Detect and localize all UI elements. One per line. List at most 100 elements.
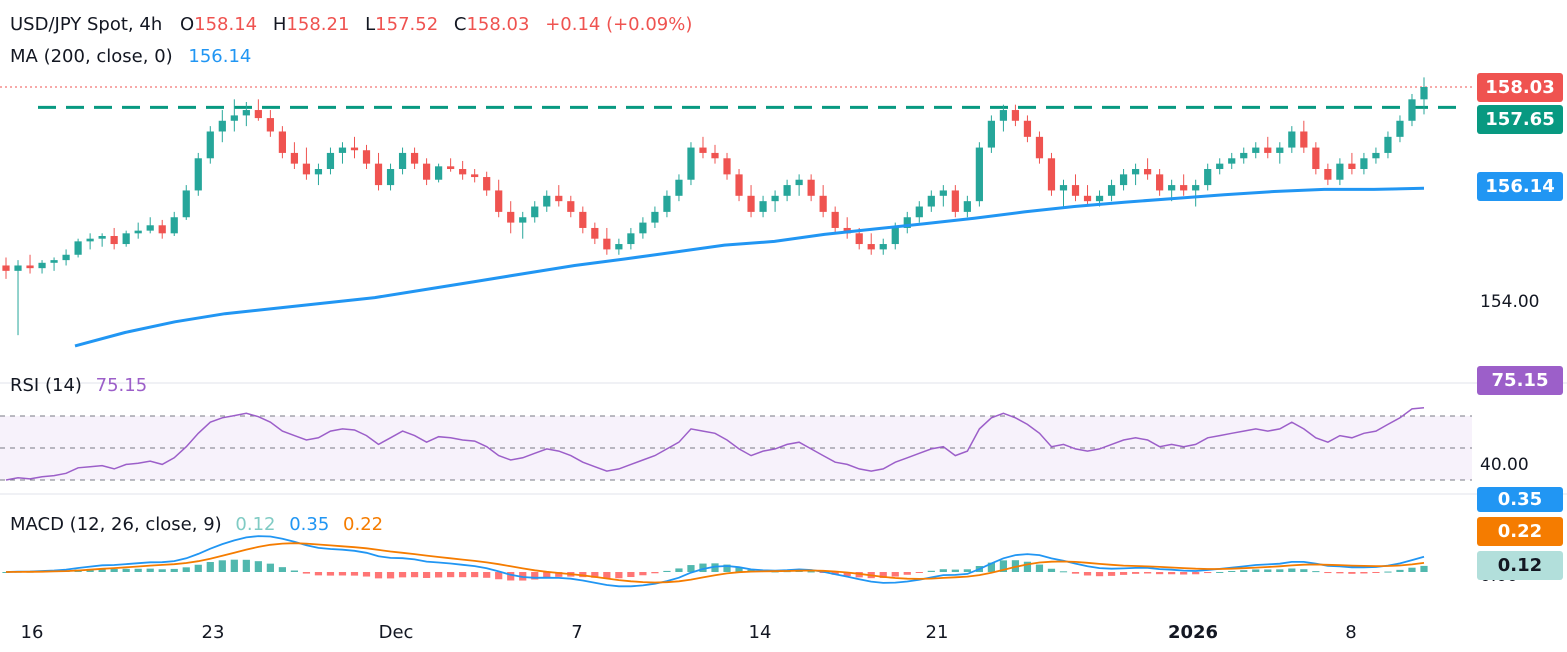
candle-body (398, 152, 407, 170)
macd-histogram-bar (218, 560, 226, 572)
macd-histogram-bar (675, 568, 683, 572)
macd-histogram-bar (374, 572, 383, 579)
candle-body (459, 169, 467, 175)
macd-label: MACD (12, 26, close, 9) (10, 514, 222, 535)
candle-body (62, 254, 70, 261)
x-axis-label: 8 (1345, 622, 1357, 643)
candle-body (1071, 185, 1080, 196)
candle-body (495, 190, 503, 212)
macd-histogram-bar (471, 572, 479, 578)
macd-histogram-bar (615, 572, 623, 579)
candle-body (1168, 185, 1176, 191)
candle-body (567, 201, 575, 212)
macd-histogram-bar (1240, 570, 1248, 572)
macd-line (5, 535, 1425, 588)
macd-histogram-bar (723, 564, 731, 572)
macd-histogram-bar (362, 572, 371, 577)
candle-body (266, 118, 274, 132)
candle-body (26, 265, 34, 269)
candle-body (302, 163, 311, 175)
candle-body (891, 227, 899, 245)
macd-histogram-bar (963, 569, 971, 572)
macd-histogram-bar (879, 572, 887, 579)
candle-body (579, 211, 587, 228)
macd-histogram-bar (1336, 572, 1344, 574)
rsi-label: RSI (14) (10, 375, 82, 396)
open-value: 158.14 (194, 14, 258, 35)
candle-body (410, 152, 419, 164)
macd-histogram-bar (1107, 572, 1116, 576)
candle-body (1348, 163, 1356, 170)
candle-body (50, 260, 58, 263)
macd-histogram-bar (555, 572, 563, 577)
candle-body (1264, 147, 1272, 153)
macd-histogram-bar (1216, 571, 1224, 573)
macd-histogram-bar (1156, 572, 1164, 575)
candle-body (386, 169, 395, 186)
macd-histogram-bar (987, 562, 995, 572)
candle-body (1372, 152, 1380, 159)
macd-histogram-bar (1047, 568, 1056, 572)
candle-body (290, 152, 299, 164)
macd-histogram-bar (146, 568, 154, 572)
candle-body (663, 195, 671, 212)
candle-body (543, 195, 551, 207)
candle-body (134, 230, 142, 234)
macd-histogram-bar (410, 572, 419, 578)
candle-body (230, 115, 238, 121)
macd-histogram-bar (807, 571, 815, 573)
macd-histogram-bar (735, 567, 743, 572)
macd-histogram-bar (170, 568, 178, 572)
candle-body (939, 190, 947, 196)
macd-histogram-bar (483, 572, 491, 578)
candle-body (471, 174, 479, 178)
candle-body (86, 238, 94, 242)
macd-hist-tag: 0.12 (1477, 551, 1563, 580)
candle-body (483, 177, 491, 191)
macd-histogram-bar (1144, 572, 1152, 574)
candle-body (963, 201, 971, 212)
ma-value: 156.14 (188, 46, 252, 67)
candle-body (735, 174, 743, 196)
candle-body (194, 158, 202, 191)
candle-body (1384, 136, 1392, 153)
macd-histogram-bar (230, 559, 238, 572)
high-label: H (272, 14, 287, 35)
candle-body (1240, 152, 1248, 159)
macd-histogram-bar (1252, 569, 1260, 572)
candle-body (651, 211, 659, 223)
macd-histogram-bar (134, 568, 142, 572)
candle-body (1119, 174, 1128, 186)
ma-price-tag: 156.14 (1477, 172, 1563, 201)
x-axis-label: 2026 (1167, 622, 1219, 643)
macd-histogram-bar (98, 568, 106, 572)
candle-body (711, 152, 719, 159)
rsi-band (0, 416, 1472, 480)
candle-body (999, 110, 1008, 121)
macd-histogram-bar (122, 568, 130, 572)
candle-body (14, 265, 22, 271)
candle-body (254, 110, 262, 119)
candle-body (278, 131, 286, 153)
candle-body (1324, 169, 1332, 180)
rsi-tick-40: 40.00 (1480, 455, 1529, 475)
macd-histogram-bar (158, 569, 166, 572)
macd-histogram-bar (314, 572, 323, 576)
x-axis-label: 14 (748, 622, 772, 643)
candle-body (447, 166, 455, 170)
macd-histogram-bar (398, 572, 407, 578)
macd-histogram-bar (1312, 571, 1320, 573)
macd-histogram-bar (639, 572, 647, 576)
macd-histogram-bar (591, 572, 599, 578)
candle-body (146, 225, 154, 231)
candle-body (362, 150, 371, 164)
candle-body (1252, 147, 1260, 153)
candle-body (807, 179, 815, 196)
candle-body (1408, 99, 1416, 121)
open-label: O (179, 14, 195, 35)
candle-body (915, 206, 923, 218)
candle-body (519, 217, 527, 223)
candle-body (1180, 185, 1188, 191)
macd-histogram-bar (1180, 572, 1188, 575)
